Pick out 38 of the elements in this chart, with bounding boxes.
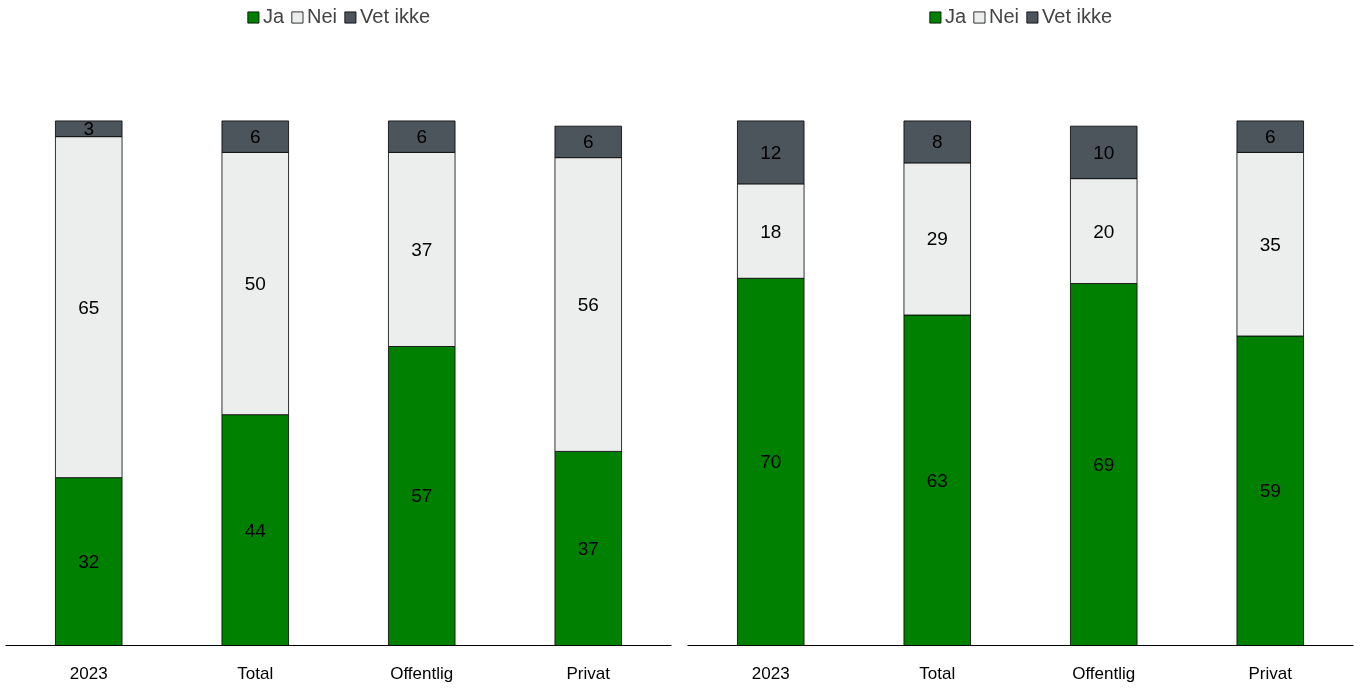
legend-label: Vet ikke [360, 5, 431, 28]
data-label: 57 [411, 485, 433, 507]
data-label: 3 [83, 118, 95, 140]
data-label: 29 [926, 228, 948, 250]
data-label: 56 [577, 294, 599, 316]
legend-label: Ja [262, 5, 285, 28]
legend-label: Nei [989, 5, 1020, 28]
data-label: 6 [582, 131, 594, 153]
data-label: 10 [1093, 141, 1115, 163]
x-tick-label: Offentlig [1072, 663, 1136, 683]
x-tick-label: 2023 [751, 663, 790, 683]
data-label: 18 [760, 220, 782, 242]
data-label: 8 [931, 131, 943, 153]
data-label: 32 [78, 551, 100, 573]
data-label: 6 [1264, 126, 1276, 148]
data-label: 69 [1093, 454, 1115, 476]
x-tick-label: Privat [1248, 663, 1293, 683]
data-label: 44 [244, 519, 267, 541]
data-label: 6 [416, 126, 428, 148]
data-label: 37 [411, 238, 433, 260]
data-label: 20 [1093, 220, 1115, 242]
data-label: 6 [249, 126, 261, 148]
data-label: 50 [244, 273, 266, 295]
x-tick-label: Offentlig [390, 663, 454, 683]
x-tick-label: Total [237, 663, 274, 683]
x-tick-label: Total [919, 663, 956, 683]
data-label: 59 [1259, 480, 1281, 502]
legend-label: Nei [307, 5, 338, 28]
legend-label: Ja [944, 5, 967, 28]
data-label: 37 [577, 537, 599, 559]
x-tick-label: 2023 [69, 663, 108, 683]
data-label: 12 [760, 141, 782, 163]
data-label: 65 [78, 296, 100, 318]
x-tick-label: Privat [566, 663, 611, 683]
data-label: 63 [926, 469, 948, 491]
legend-label: Vet ikke [1042, 5, 1113, 28]
data-label: 35 [1259, 233, 1281, 255]
data-label: 70 [760, 451, 782, 473]
